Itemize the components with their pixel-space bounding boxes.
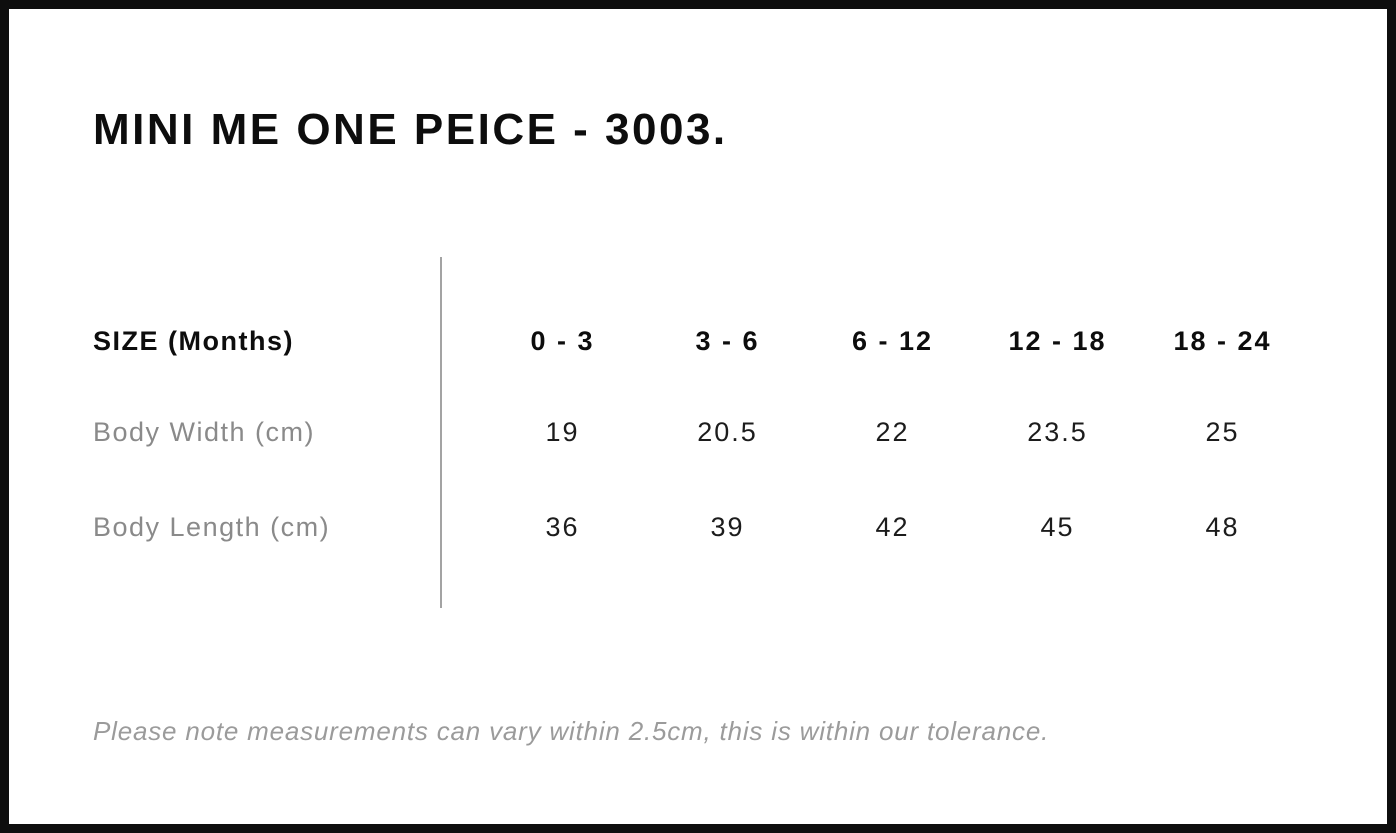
tolerance-footnote: Please note measurements can vary within…: [93, 716, 1050, 746]
size-column-header: 12 - 18: [1008, 326, 1107, 356]
measurement-value: 23.5: [1027, 417, 1088, 447]
row-label: Body Length (cm): [93, 512, 331, 542]
measurement-value: 22: [875, 417, 910, 447]
measurement-value: 42: [875, 512, 910, 542]
measurement-value: 19: [545, 417, 580, 447]
row-label: Body Width (cm): [93, 417, 316, 447]
table-row-body-width: Body Width (cm) 19 20.5 22 23.5 25: [9, 418, 1387, 446]
size-column-header: 0 - 3: [530, 326, 595, 356]
size-header-label: SIZE (Months): [93, 326, 294, 356]
measurement-value: 48: [1205, 512, 1240, 542]
measurement-value: 36: [545, 512, 580, 542]
page-title: MINI ME ONE PEICE - 3003.: [93, 105, 728, 154]
measurement-value: 39: [710, 512, 745, 542]
size-column-header: 18 - 24: [1173, 326, 1272, 356]
size-column-header: 3 - 6: [695, 326, 760, 356]
measurement-value: 20.5: [697, 417, 758, 447]
table-row-body-length: Body Length (cm) 36 39 42 45 48: [9, 513, 1387, 541]
size-table-header-row: SIZE (Months) 0 - 3 3 - 6 6 - 12 12 - 18…: [9, 327, 1387, 355]
measurement-value: 45: [1040, 512, 1075, 542]
column-divider-line: [440, 257, 442, 608]
measurement-value: 25: [1205, 417, 1240, 447]
size-column-header: 6 - 12: [851, 326, 934, 356]
